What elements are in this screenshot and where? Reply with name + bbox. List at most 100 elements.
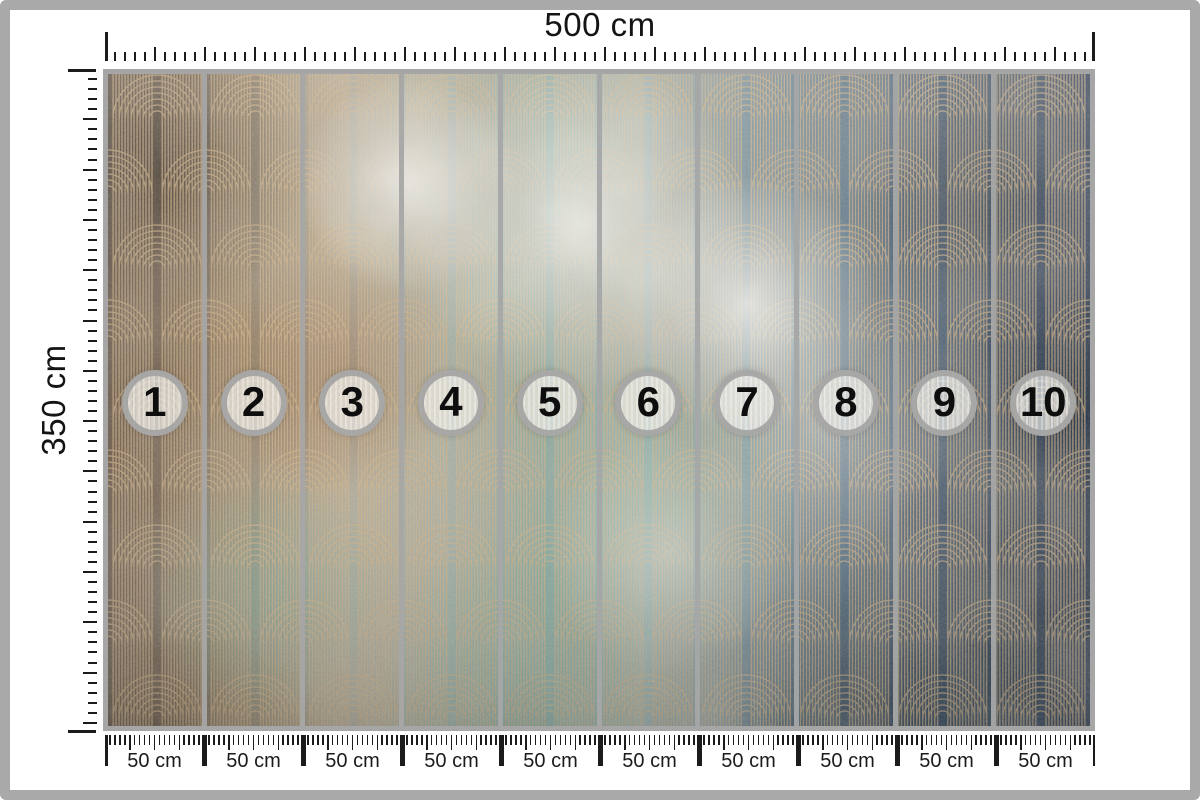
- ruler-tick: [1044, 735, 1047, 750]
- ruler-tick: [444, 52, 446, 61]
- ruler-tick: [851, 735, 854, 745]
- ruler-tick: [252, 735, 255, 750]
- ruler-tick: [1089, 735, 1091, 745]
- panel-number: 5: [537, 378, 562, 425]
- ruler-tick: [411, 735, 413, 745]
- ruler-tick: [381, 735, 383, 745]
- ruler-tick: [954, 47, 956, 61]
- ruler-tick: [1029, 735, 1032, 745]
- ruler-tick: [83, 470, 97, 473]
- ruler-tick: [88, 591, 97, 594]
- ruler-tick: [83, 621, 97, 624]
- ruler-tick: [824, 52, 826, 61]
- ruler-tick: [394, 52, 396, 61]
- ruler-tick: [520, 735, 522, 745]
- ruler-tick: [173, 735, 176, 745]
- ruler-tick: [996, 735, 999, 766]
- ruler-tick: [597, 735, 600, 766]
- ruler-tick: [1000, 735, 1002, 745]
- ruler-tick: [88, 681, 97, 684]
- ruler-tick: [83, 671, 97, 674]
- ruler-tick: [88, 389, 97, 392]
- ruler-tick: [822, 735, 824, 750]
- ruler-tick: [371, 735, 374, 745]
- ruler-tick: [406, 735, 408, 745]
- ruler-tick: [317, 735, 319, 745]
- ruler-tick: [154, 47, 156, 61]
- ruler-tick: [228, 735, 230, 750]
- ruler-tick: [544, 735, 547, 745]
- ruler-tick: [668, 735, 671, 745]
- ruler-tick: [484, 52, 486, 61]
- ruler-tick: [138, 735, 141, 745]
- ruler-tick: [1064, 735, 1067, 745]
- ruler-tick: [1034, 735, 1037, 745]
- top-ruler: [105, 32, 1095, 61]
- ruler-tick: [356, 735, 359, 745]
- ruler-tick: [83, 520, 97, 523]
- ruler-tick: [864, 52, 866, 61]
- ruler-tick: [435, 735, 438, 745]
- panel-number: 4: [439, 378, 463, 425]
- ruler-tick: [88, 208, 97, 211]
- ruler-tick: [1004, 47, 1006, 61]
- ruler-tick: [569, 735, 572, 745]
- ruler-tick: [834, 52, 836, 61]
- ruler-tick: [897, 735, 900, 766]
- ruler-tick: [935, 735, 938, 745]
- ruler-tick: [88, 309, 97, 312]
- ruler-tick: [254, 47, 256, 61]
- ruler-tick: [498, 735, 501, 766]
- panel-number-badge: 10: [1010, 370, 1077, 436]
- ruler-tick: [654, 47, 656, 61]
- ruler-tick: [88, 249, 97, 252]
- ruler-tick: [529, 735, 532, 745]
- panel-number: 1: [143, 378, 167, 425]
- ruler-tick: [88, 279, 97, 282]
- ruler-tick: [88, 329, 97, 332]
- ruler-tick: [993, 735, 996, 766]
- ruler-tick: [143, 735, 146, 745]
- ruler-segment: 50 cm: [204, 735, 303, 787]
- ruler-tick: [504, 47, 506, 61]
- ruler-tick: [183, 735, 185, 745]
- ruler-tick: [331, 735, 334, 745]
- ruler-tick: [460, 735, 463, 745]
- ruler-tick: [782, 735, 784, 745]
- ruler-tick: [684, 52, 686, 61]
- ruler-tick: [450, 735, 453, 750]
- ruler-tick: [88, 359, 97, 362]
- ruler-tick: [204, 47, 206, 61]
- ruler-tick: [237, 735, 240, 745]
- panel-number-badge: 4: [417, 370, 484, 436]
- ruler-tick: [674, 52, 676, 61]
- ruler-tick: [703, 735, 705, 745]
- segment-width-label: 50 cm: [127, 750, 182, 772]
- ruler-tick: [594, 52, 596, 61]
- ruler-tick: [88, 480, 97, 483]
- ruler-tick: [163, 735, 166, 745]
- ruler-tick: [831, 735, 834, 745]
- ruler-tick: [247, 735, 250, 745]
- ruler-tick: [88, 228, 97, 231]
- ruler-tick: [88, 339, 97, 342]
- ruler-tick: [490, 735, 492, 745]
- ruler-tick: [881, 735, 883, 745]
- ruler-tick: [314, 52, 316, 61]
- ruler-tick: [494, 52, 496, 61]
- ruler-tick: [88, 661, 97, 664]
- ruler-tick: [744, 52, 746, 61]
- ruler-tick: [402, 735, 405, 766]
- ruler-tick: [287, 735, 289, 745]
- ruler-tick: [940, 735, 943, 745]
- ruler-tick: [88, 259, 97, 262]
- ruler-tick: [673, 735, 675, 750]
- segment-width-label: 50 cm: [226, 750, 281, 772]
- ruler-tick: [129, 735, 131, 750]
- ruler-tick: [88, 611, 97, 614]
- ruler-tick: [884, 52, 886, 61]
- ruler-tick: [277, 735, 279, 750]
- ruler-tick: [772, 735, 774, 750]
- segment-width-label: 50 cm: [424, 750, 479, 772]
- ruler-tick: [204, 735, 207, 766]
